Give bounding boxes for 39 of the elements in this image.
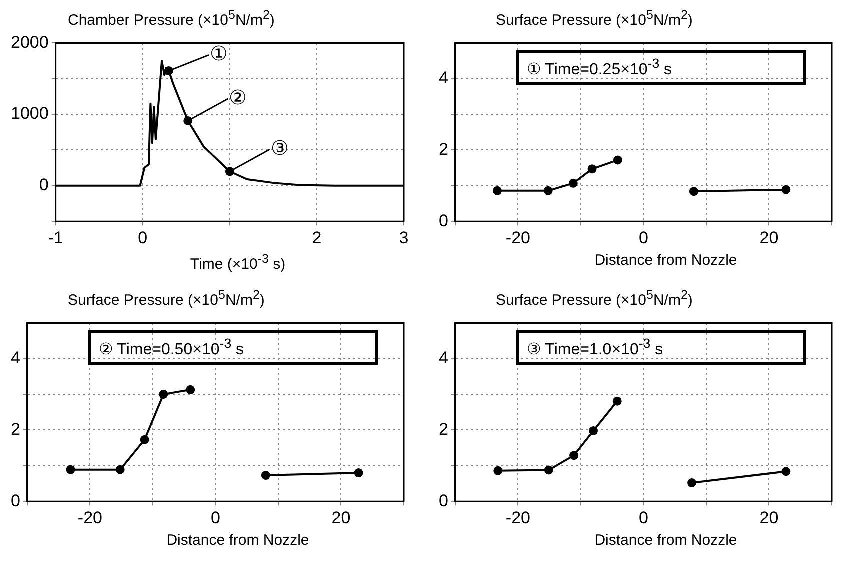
x-tick-label: 3 [399,228,409,248]
y-axis-title: Chamber Pressure (×10$^{5}$N/m$^{2}$) [67,8,276,30]
annotation: ③ [270,138,289,160]
annotation: ② Time=0.50×10$^{-3}$ s [88,330,378,366]
y-tick-label: 0 [438,211,448,230]
annotation: ① Time=0.25×10$^{-3}$ s [516,50,806,86]
x-axis-title: Distance from Nozzle [594,532,738,549]
y-tick-label: 4 [438,68,448,88]
annotation: ② [229,88,248,110]
y-tick-label: 2000 [10,32,49,52]
x-tick-label: 20 [760,228,779,248]
x-tick-label: -20 [506,508,530,528]
x-axis-title: Time (×10$^{-3}$ s) [189,252,287,273]
x-tick-label: 20 [760,508,779,528]
annotation: ① [210,44,228,66]
x-tick-label: 0 [210,508,220,528]
y-axis-title: Surface Pressure (×10$^{5}$N/m$^{2}$) [67,288,266,310]
x-tick-label: 0 [138,228,148,248]
x-tick-label: -20 [78,508,102,528]
y-tick-label: 4 [438,348,448,368]
x-tick-label: 2 [312,228,322,248]
x-tick-label: 0 [638,228,648,248]
x-tick-label: -20 [506,228,530,248]
y-tick-label: 2 [438,420,448,439]
y-axis-title: Surface Pressure (×10$^{5}$N/m$^{2}$) [495,8,694,30]
x-tick-label: 20 [332,508,351,528]
y-axis-title: Surface Pressure (×10$^{5}$N/m$^{2}$) [495,288,694,310]
y-tick-label: 2 [438,140,448,159]
y-tick-label: 0 [10,491,20,510]
x-axis-title: Distance from Nozzle [166,532,310,549]
annotation: ③ Time=1.0×10$^{-3}$ s [516,330,806,366]
y-tick-label: 1000 [10,104,49,124]
x-tick-label: 0 [638,508,648,528]
x-tick-label: -1 [48,228,64,248]
y-tick-label: 0 [438,491,448,510]
y-tick-label: 2 [10,420,20,439]
y-tick-label: 4 [10,348,20,368]
y-tick-label: 0 [39,176,49,195]
x-axis-title: Distance from Nozzle [594,252,738,269]
